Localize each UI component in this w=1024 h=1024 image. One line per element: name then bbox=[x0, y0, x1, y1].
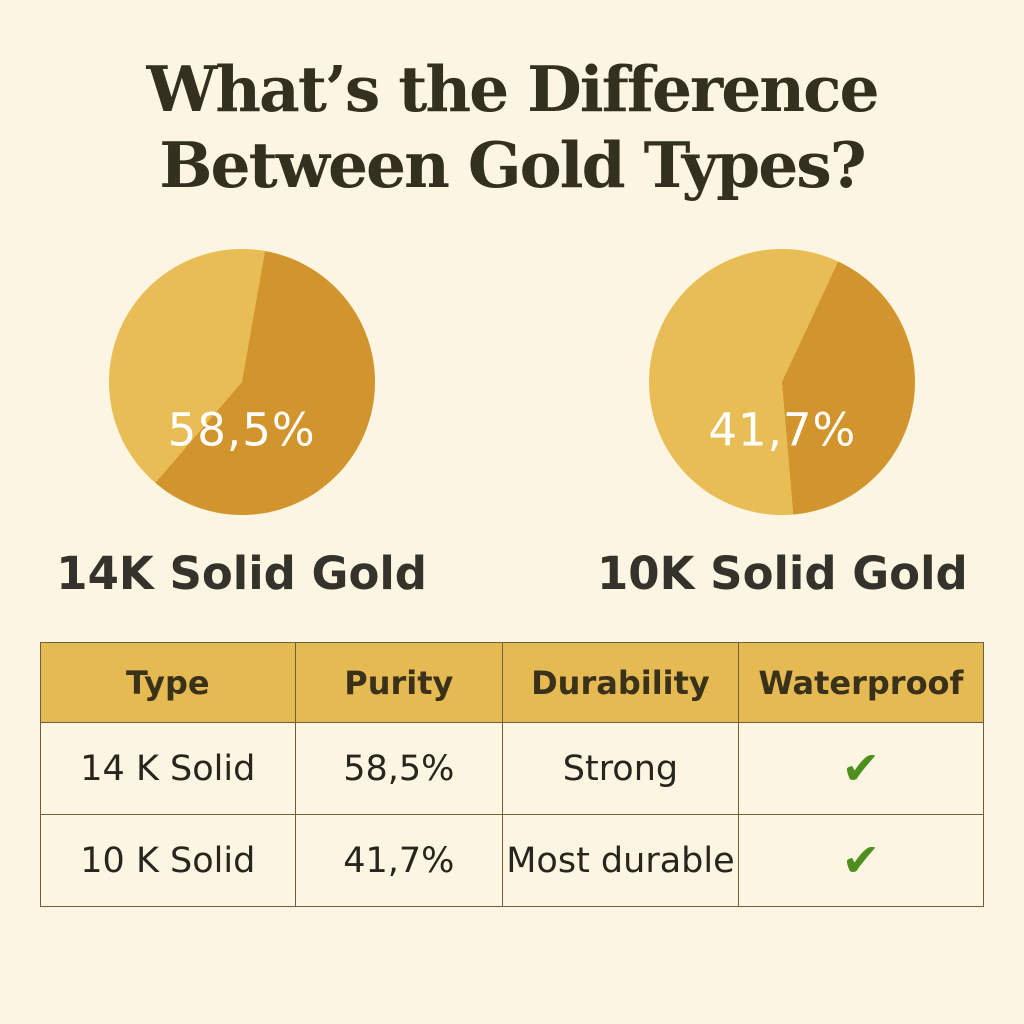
header-waterproof: Waterproof bbox=[737, 642, 985, 724]
cell-purity-14k: 58,5% bbox=[294, 722, 504, 816]
header-type: Type bbox=[40, 642, 296, 724]
cell-purity-10k: 41,7% bbox=[294, 814, 504, 908]
pie-value-label-10k: 41,7% bbox=[708, 403, 857, 457]
pie-caption-14k: 14K Solid Gold bbox=[56, 547, 427, 601]
table-row-10k: 10 K Solid 41,7% Most durable ✔ bbox=[40, 814, 985, 908]
gold-comparison-table: Type Purity Durability Waterproof 14 K S… bbox=[40, 642, 985, 908]
comparison-table-wrapper: Type Purity Durability Waterproof 14 K S… bbox=[0, 642, 1024, 908]
table-header-row: Type Purity Durability Waterproof bbox=[40, 642, 985, 724]
checkmark-icon: ✔ bbox=[841, 740, 881, 795]
title-line-1: What’s the Difference bbox=[146, 52, 879, 126]
table-row-14k: 14 K Solid 58,5% Strong ✔ bbox=[40, 722, 985, 816]
header-durability: Durability bbox=[502, 642, 739, 724]
cell-type-14k: 14 K Solid bbox=[40, 722, 296, 816]
page-title: What’s the Difference Between Gold Types… bbox=[0, 0, 1024, 203]
pie-caption-10k: 10K Solid Gold bbox=[597, 547, 968, 601]
pie-chart-10k-gold: 41,7% bbox=[649, 249, 916, 516]
pie-value-label-14k: 58,5% bbox=[167, 403, 316, 457]
cell-waterproof-14k: ✔ bbox=[737, 722, 985, 816]
header-purity: Purity bbox=[294, 642, 504, 724]
pie-charts-row: 58,5% 14K Solid Gold 41,7% 10K Solid Gol… bbox=[0, 249, 1024, 600]
cell-durability-10k: Most durable bbox=[502, 814, 739, 908]
title-line-2: Between Gold Types? bbox=[159, 127, 866, 202]
checkmark-icon: ✔ bbox=[841, 832, 881, 887]
pie-block-14k: 58,5% 14K Solid Gold bbox=[56, 249, 427, 600]
cell-durability-14k: Strong bbox=[502, 722, 739, 816]
pie-chart-14k-gold: 58,5% bbox=[108, 249, 375, 516]
cell-waterproof-10k: ✔ bbox=[737, 814, 985, 908]
pie-block-10k: 41,7% 10K Solid Gold bbox=[597, 249, 968, 600]
cell-type-10k: 10 K Solid bbox=[40, 814, 296, 908]
